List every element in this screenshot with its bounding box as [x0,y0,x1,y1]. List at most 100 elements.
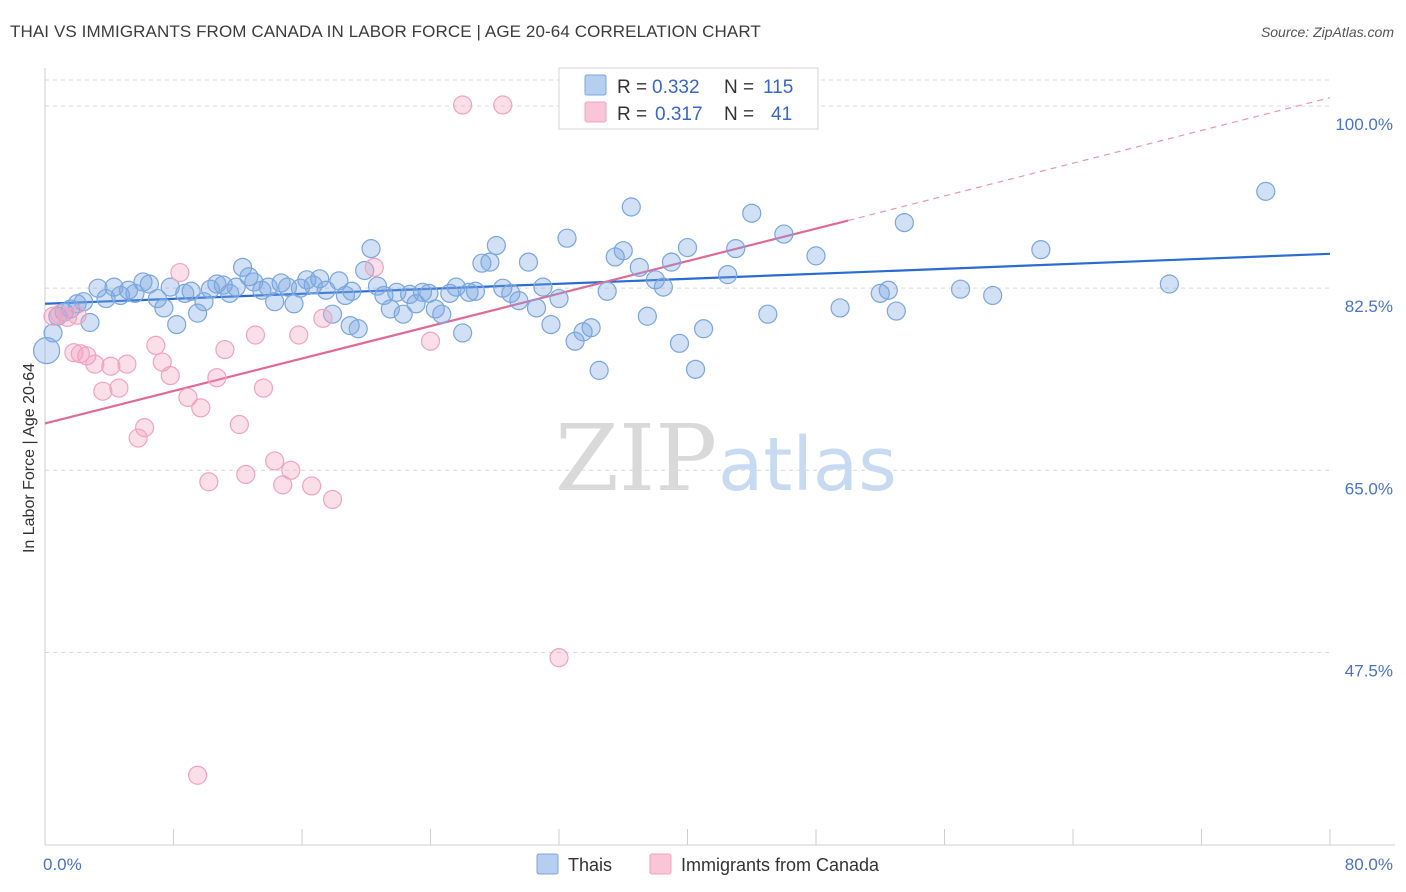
point-thais [453,323,473,343]
y-tick-labels: 100.0% 82.5% 65.0% 47.5% [1335,115,1393,680]
point-thais [758,304,778,324]
point-thais [718,265,738,285]
point-thais [1159,274,1179,294]
legend-n-value-thais: 115 [763,77,793,98]
point-thais [43,323,63,343]
point-canada [77,346,97,366]
point-thais [685,359,706,379]
point-canada [93,381,113,401]
point-thais [393,304,413,324]
point-canada [322,489,343,510]
point-thais [549,288,569,309]
point-thais [653,277,674,297]
x-tick-labels: 0.0% 80.0% [43,855,1393,874]
point-thais [886,301,906,321]
point-thais [486,235,506,256]
x-tick-label: 80.0% [1345,855,1393,874]
point-thais [33,337,61,365]
point-canada [191,398,211,418]
point-canada [160,365,180,386]
point-thais [232,257,253,277]
point-thais [96,288,116,309]
point-thais [340,316,360,336]
point-thais [501,283,521,303]
series-legend: Thais Immigrants from Canada [536,853,880,875]
point-thais [509,291,529,311]
point-thais [806,246,826,266]
point-thais [167,314,187,335]
watermark-atlas: atlas [718,422,897,508]
point-thais [830,298,850,318]
point-thais [147,288,168,309]
data-points [33,95,1276,785]
point-canada [207,368,227,388]
point-thais [693,319,714,339]
point-thais [207,274,227,294]
point-thais [637,306,657,326]
point-canada [146,335,166,356]
point-canada [265,451,285,471]
series-swatch-thais [536,853,559,875]
point-canada [57,307,78,327]
point-thais [894,212,914,233]
legend-swatch-canada [584,101,607,123]
point-thais [367,276,388,296]
legend-n-value-canada: 41 [771,104,792,125]
y-tick-label: 65.0% [1345,479,1393,498]
point-thais [154,298,174,318]
point-thais [629,257,649,277]
point-canada [420,331,441,351]
point-thais [139,274,160,294]
point-thais [187,303,208,323]
point-canada [245,325,266,345]
watermark-zip: ZIP [555,405,717,512]
trendline-thais [44,252,1331,305]
point-thais [88,278,108,298]
point-thais [533,277,553,297]
point-canada [289,325,309,345]
point-canada [109,378,129,398]
point-thais [265,292,285,312]
point-thais [645,270,665,290]
legend-r-label-thais: R = [617,77,647,98]
series-label-thais: Thais [568,855,612,875]
point-thais [677,237,698,258]
series-label-canada: Immigrants from Canada [681,855,880,875]
point-thais [774,224,794,244]
chart-title: THAI VS IMMIGRANTS FROM CANADA IN LABOR … [10,22,761,41]
legend-r-value-thais: 0.332 [652,77,700,98]
trendline-canada-extension [847,97,1331,222]
point-thais [244,272,264,292]
point-thais [432,304,452,324]
point-canada [302,476,322,496]
point-canada [364,257,384,277]
point-canada [170,262,190,283]
point-thais [518,252,539,272]
point-thais [310,269,330,289]
point-thais [412,282,433,302]
point-canada [493,95,513,115]
point-thais [613,241,633,261]
point-canada [549,648,569,668]
y-tick-label: 47.5% [1345,661,1393,680]
point-canada [273,475,293,495]
series-swatch-canada [649,853,672,875]
axes [44,68,1395,846]
point-canada [199,472,219,492]
point-canada [215,339,235,360]
point-canada [85,354,105,374]
point-thais [541,314,561,335]
x-tick-label: 0.0% [43,855,82,874]
point-canada [117,354,137,374]
point-canada [236,464,256,485]
point-thais [1256,181,1276,201]
legend-n-label-canada: N = [724,104,754,125]
watermark: ZIP atlas [555,405,897,512]
source-credit: Source: ZipAtlas.com [1260,24,1394,40]
point-thais [472,253,492,273]
y-axis-label: In Labor Force | Age 20-64 [21,363,38,553]
point-thais [480,252,500,272]
point-thais [125,283,145,303]
legend-r-value-canada: 0.317 [655,104,703,125]
